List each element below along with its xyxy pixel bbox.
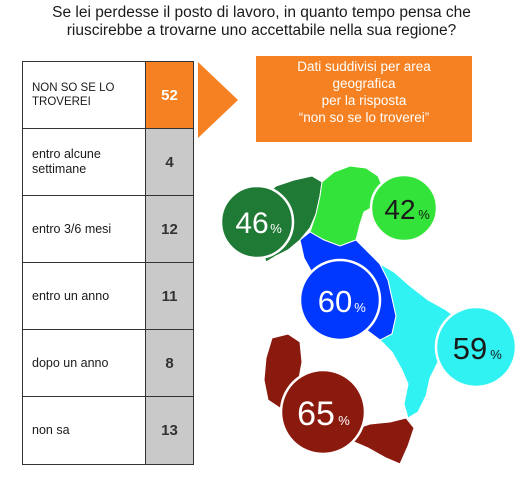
response-table: NON SO SE LO TROVEREI 52 entro alcune se…	[22, 61, 194, 465]
chart-title: Se lei perdesse il posto di lavoro, in q…	[0, 4, 523, 40]
row-label: entro alcune settimane	[23, 129, 146, 195]
bubble-unit: %	[338, 413, 350, 428]
bubble-value: 42	[384, 194, 415, 225]
pointer-arrow-icon	[198, 62, 238, 138]
row-value: 4	[146, 129, 193, 195]
title-line-2: riuscirebbe a trovarne uno accettabile n…	[66, 22, 457, 39]
bubble-islands: 65 %	[279, 368, 367, 456]
row-value: 11	[146, 263, 193, 329]
region-northeast	[309, 165, 385, 247]
row-label-line: entro un anno	[32, 288, 110, 303]
table-row: entro un anno 11	[23, 263, 193, 330]
row-label-line: entro alcune	[32, 147, 101, 161]
table-row: dopo un anno 8	[23, 330, 193, 397]
title-line-1: Se lei perdesse il posto di lavoro, in q…	[52, 4, 471, 21]
row-value: 52	[146, 62, 193, 128]
bubble-unit: %	[270, 221, 282, 236]
bubble-value: 60	[318, 284, 352, 319]
table-row: entro alcune settimane 4	[23, 129, 193, 196]
callout-line: “non so se lo troverei”	[298, 110, 430, 125]
bubble-northeast: 42 %	[369, 173, 439, 243]
callout-line: geografica	[332, 76, 396, 91]
row-label-line: dopo un anno	[32, 355, 109, 370]
row-label-line: non sa	[32, 423, 70, 437]
row-label-line: NON SO SE LO	[32, 82, 115, 94]
bubble-unit: %	[490, 347, 502, 362]
row-label: NON SO SE LO TROVEREI	[23, 62, 146, 128]
bubble-south: 59 %	[434, 305, 518, 389]
bubble-value: 65	[297, 395, 335, 433]
table-row: NON SO SE LO TROVEREI 52	[23, 62, 193, 129]
region-south	[378, 262, 489, 419]
bubble-northwest: 46 %	[219, 184, 295, 260]
table-row: non sa 13	[23, 397, 193, 464]
row-value: 13	[146, 397, 193, 464]
row-value: 12	[146, 196, 193, 262]
row-label-line: TROVEREI	[32, 96, 91, 108]
row-label-line: entro 3/6 mesi	[32, 221, 112, 236]
table-row: entro 3/6 mesi 12	[23, 196, 193, 263]
bubble-center: 60 %	[298, 258, 382, 342]
region-sicily	[351, 417, 415, 465]
row-label: entro 3/6 mesi	[23, 196, 146, 262]
row-label: non sa	[23, 397, 146, 464]
row-value: 8	[146, 330, 193, 396]
bubble-unit: %	[354, 300, 366, 315]
row-label-line: settimane	[32, 162, 87, 176]
callout-box: Dati suddivisi per area geografica per l…	[256, 56, 472, 142]
bubble-unit: %	[418, 207, 430, 222]
row-label: dopo un anno	[23, 330, 146, 396]
bubble-value: 59	[453, 331, 487, 366]
bubble-value: 46	[235, 207, 268, 240]
row-label: entro un anno	[23, 263, 146, 329]
callout-line: Dati suddivisi per area	[297, 59, 431, 74]
callout-line: per la risposta	[321, 93, 407, 108]
